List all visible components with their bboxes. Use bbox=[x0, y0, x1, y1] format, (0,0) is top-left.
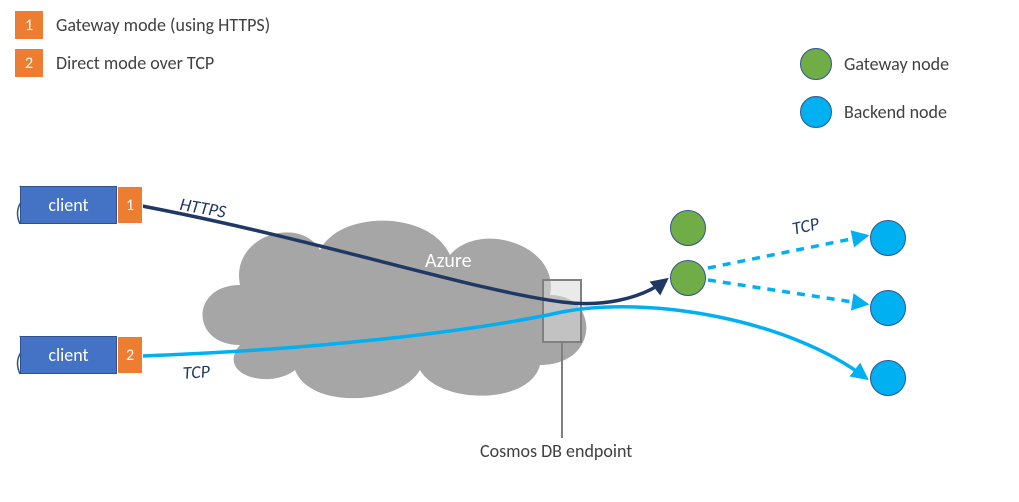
legend-badge-2: 2 bbox=[14, 48, 44, 78]
tcp-right-label: TCP bbox=[790, 212, 821, 239]
client-box-2: client bbox=[20, 336, 117, 374]
legend-label-gateway: Gateway node bbox=[844, 53, 949, 75]
backend-node-2 bbox=[870, 290, 906, 326]
client-label-1: client bbox=[48, 194, 88, 216]
backend-node-1 bbox=[870, 220, 906, 256]
client-box-1: client bbox=[20, 186, 117, 224]
azure-cloud bbox=[203, 221, 587, 399]
legend-gateway-mode: 1 Gateway mode (using HTTPS) bbox=[14, 10, 270, 40]
gateway-node-1 bbox=[670, 210, 706, 246]
legend-circle-backend bbox=[800, 96, 832, 128]
client-badge-1: 1 bbox=[117, 186, 143, 224]
backend-node-3 bbox=[870, 360, 906, 396]
tcp-direct-path bbox=[142, 307, 866, 378]
endpoint-label: Cosmos DB endpoint bbox=[480, 440, 632, 462]
legend-badge-1: 1 bbox=[14, 10, 44, 40]
legend-label-2: Direct mode over TCP bbox=[56, 52, 214, 74]
legend-label-backend: Backend node bbox=[844, 101, 947, 123]
tcp-left-label: TCP bbox=[182, 360, 211, 384]
https-label: HTTPS bbox=[178, 193, 228, 223]
endpoint-rect bbox=[543, 280, 581, 342]
client-badge-2: 2 bbox=[117, 336, 143, 374]
legend-circle-gateway bbox=[800, 48, 832, 80]
legend-label-1: Gateway mode (using HTTPS) bbox=[56, 14, 270, 36]
gw-to-backend-1 bbox=[708, 236, 866, 268]
legend-backend-node: Backend node bbox=[800, 96, 947, 128]
gw-to-backend-2 bbox=[708, 280, 866, 304]
azure-label: Azure bbox=[425, 249, 472, 273]
client-label-2: client bbox=[48, 344, 88, 366]
legend-direct-mode: 2 Direct mode over TCP bbox=[14, 48, 214, 78]
legend-gateway-node: Gateway node bbox=[800, 48, 949, 80]
gateway-node-2 bbox=[670, 260, 706, 296]
